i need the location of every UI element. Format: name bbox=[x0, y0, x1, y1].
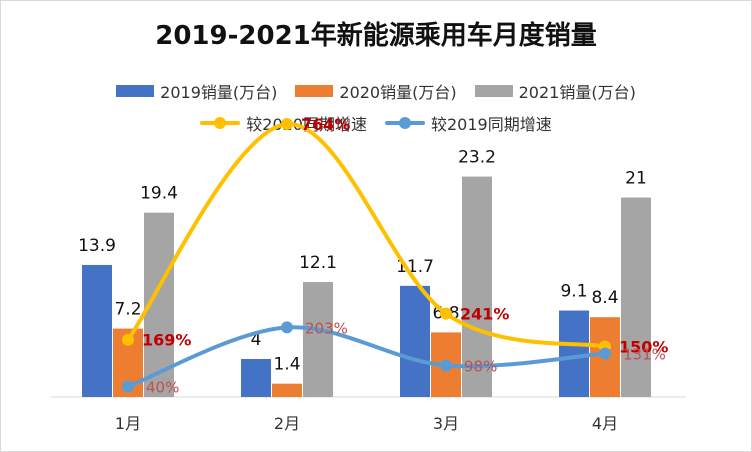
legend-lines: 较2020同期增速 较2019同期增速 bbox=[1, 111, 751, 135]
line-point-1-2 bbox=[440, 359, 452, 372]
legend-item-2019: 2019销量(万台) bbox=[116, 79, 277, 103]
line-1 bbox=[126, 325, 607, 389]
legend-label-2021: 2021销量(万台) bbox=[518, 83, 636, 102]
legend-label-growth-2020: 较2020同期增速 bbox=[246, 115, 367, 134]
legend-label-2019: 2019销量(万台) bbox=[160, 83, 278, 102]
line-label-0-0: 169% bbox=[142, 331, 191, 350]
bar-2-1 bbox=[303, 282, 333, 397]
line-point-0-0 bbox=[122, 333, 134, 346]
bar-2-3 bbox=[621, 197, 651, 397]
line-point-0-2 bbox=[440, 307, 452, 320]
bar-0-1 bbox=[241, 359, 271, 397]
line-label-0-2: 241% bbox=[460, 305, 509, 324]
line-point-1-1 bbox=[281, 321, 293, 334]
line-label-1-1: 203% bbox=[305, 319, 348, 337]
bar-label-0-2: 11.7 bbox=[396, 257, 434, 277]
bar-1-1 bbox=[272, 383, 302, 397]
line-point-1-0 bbox=[122, 380, 134, 393]
legend-label-2020: 2020销量(万台) bbox=[339, 83, 457, 102]
bar-2-2 bbox=[462, 176, 492, 397]
legend-item-2020: 2020销量(万台) bbox=[295, 79, 457, 103]
bar-label-0-0: 13.9 bbox=[78, 236, 116, 256]
chart-title: 2019-2021年新能源乘用车月度销量 bbox=[155, 21, 597, 51]
line-label-1-0: 40% bbox=[146, 379, 179, 397]
bar-label-1-1: 1.4 bbox=[273, 355, 300, 375]
bar-label-1-3: 8.4 bbox=[591, 288, 618, 308]
legend-item-2021: 2021销量(万台) bbox=[474, 79, 636, 103]
bar-0-0 bbox=[82, 264, 112, 397]
x-tick-label-0: 1月 bbox=[115, 414, 141, 433]
line-label-1-3: 131% bbox=[623, 346, 666, 364]
bar-0-2 bbox=[400, 285, 430, 397]
legend-swatch-2019 bbox=[116, 85, 155, 97]
x-tick-label-3: 4月 bbox=[592, 414, 618, 433]
legend-swatch-2020 bbox=[295, 85, 334, 97]
legend-bars: 2019销量(万台) 2020销量(万台) 2021销量(万台) bbox=[1, 79, 751, 103]
bar-label-1-0: 7.2 bbox=[114, 300, 141, 320]
x-tick-label-1: 2月 bbox=[274, 414, 300, 433]
line-point-0-1 bbox=[281, 118, 293, 131]
line-label-0-1: 764% bbox=[301, 115, 350, 134]
bar-0-3 bbox=[559, 310, 589, 397]
bar-label-2-3: 21 bbox=[625, 169, 647, 189]
line-0 bbox=[126, 122, 607, 349]
line-label-0-3: 150% bbox=[619, 338, 668, 357]
line-label-1-2: 98% bbox=[464, 357, 497, 375]
legend-item-growth-2020: 较2020同期增速 bbox=[200, 111, 367, 135]
legend-swatch-growth-2019 bbox=[385, 117, 425, 129]
legend-swatch-2021 bbox=[474, 85, 513, 97]
bar-label-0-1: 4 bbox=[251, 330, 262, 350]
bar-label-2-2: 23.2 bbox=[458, 148, 496, 168]
line-point-1-3 bbox=[599, 347, 611, 360]
legend-label-growth-2019: 较2019同期增速 bbox=[431, 115, 552, 134]
bar-label-2-0: 19.4 bbox=[140, 184, 178, 204]
bar-label-2-1: 12.1 bbox=[299, 253, 337, 273]
x-tick-label-2: 3月 bbox=[433, 414, 459, 433]
bar-label-0-3: 9.1 bbox=[560, 282, 587, 302]
legend-swatch-growth-2020 bbox=[200, 117, 241, 129]
legend-item-growth-2019: 较2019同期增速 bbox=[385, 111, 552, 135]
